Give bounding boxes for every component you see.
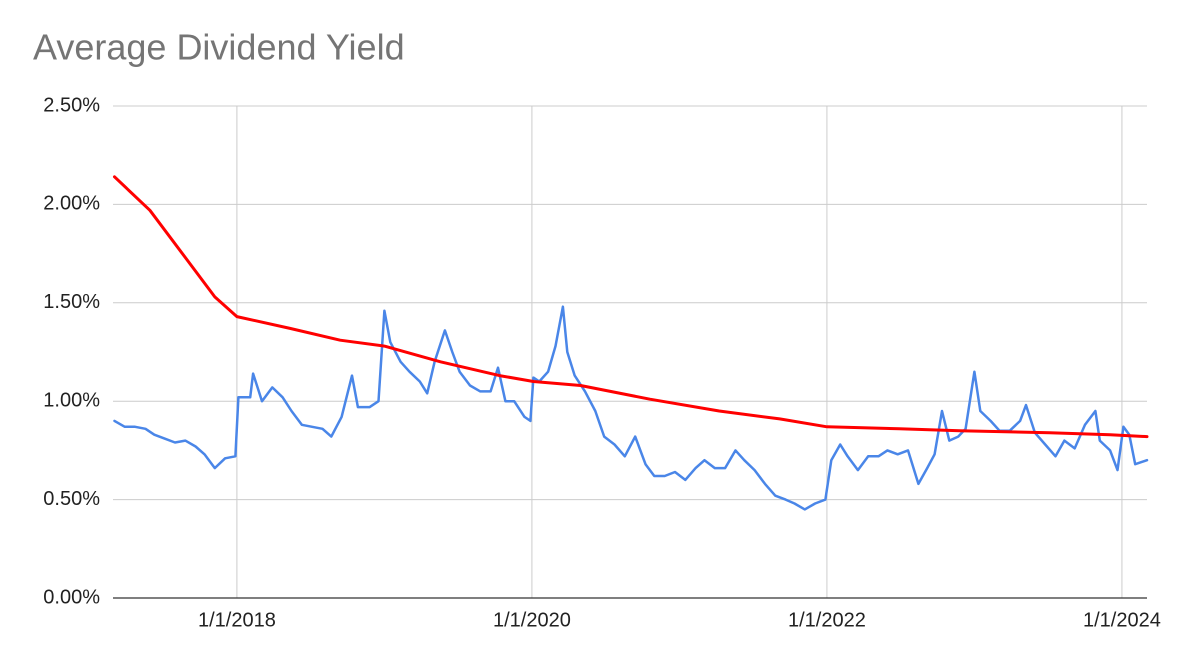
y-tick-label: 2.00% (43, 193, 100, 215)
series-line (113, 305, 1149, 511)
chart-title: Average Dividend Yield (33, 27, 405, 68)
x-tick-label: 1/1/2018 (198, 609, 276, 631)
y-tick-label: 0.50% (43, 488, 100, 510)
y-tick-label: 1.00% (43, 389, 100, 411)
x-tick-label: 1/1/2024 (1083, 609, 1161, 631)
x-tick-label: 1/1/2020 (493, 609, 571, 631)
y-tick-label: 0.00% (43, 586, 100, 608)
y-tick-label: 1.50% (43, 291, 100, 313)
series-line (113, 175, 1149, 439)
y-tick-label: 2.50% (43, 94, 100, 116)
x-tick-label: 1/1/2022 (788, 609, 866, 631)
